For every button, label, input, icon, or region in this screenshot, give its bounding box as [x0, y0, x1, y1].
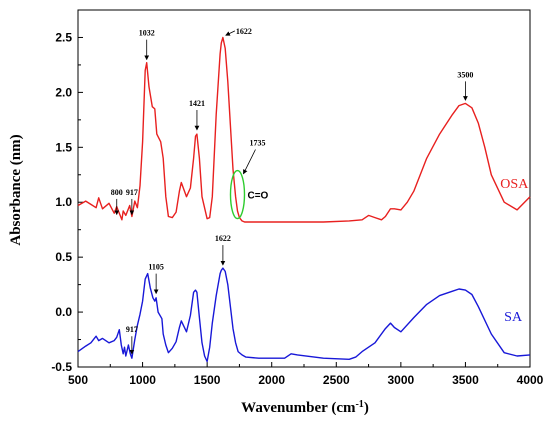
annotation-label: 1622 — [236, 27, 252, 36]
y-axis-title: Absorbance (nm) — [8, 134, 24, 245]
annotation-label: 1622 — [215, 234, 231, 243]
x-axis-title-close: ) — [364, 400, 369, 416]
y-tick-label: 2.0 — [55, 85, 72, 99]
annotation-label: 1105 — [148, 263, 164, 272]
annotation-label: 917 — [126, 325, 138, 334]
carbonyl-label: C=O — [247, 191, 268, 202]
x-tick-label: 4000 — [517, 373, 544, 387]
x-axis-title-sup: -1 — [355, 399, 363, 410]
annotation-label: 3500 — [457, 70, 473, 79]
annotation-arrow — [225, 30, 236, 36]
series-label-osa: OSA — [500, 177, 529, 192]
series-label-sa: SA — [504, 310, 523, 325]
x-tick-label: 500 — [68, 373, 88, 387]
x-tick-label: 1000 — [129, 373, 156, 387]
series-line-osa — [77, 36, 531, 223]
annotation-label: 1421 — [189, 99, 205, 108]
plot-frame — [77, 9, 531, 368]
y-tick-label: 0.0 — [55, 305, 72, 319]
annotation-label: 800 — [111, 188, 123, 197]
x-tick-label: 3500 — [452, 373, 479, 387]
carbonyl-ellipse — [229, 169, 246, 220]
y-tick-label: 1.0 — [55, 195, 72, 209]
series-line-sa — [77, 267, 531, 363]
y-tick-label: -0.5 — [51, 360, 72, 374]
y-tick-label: 0.5 — [55, 250, 72, 264]
x-tick-label: 1500 — [194, 373, 221, 387]
x-axis-title: Wavenumber (cm-1) — [241, 399, 369, 417]
x-tick-label: 2000 — [258, 373, 285, 387]
x-tick-label: 2500 — [323, 373, 350, 387]
annotation-label: 1032 — [139, 29, 155, 38]
x-axis-title-main: Wavenumber (cm — [241, 400, 356, 416]
x-tick-label: 3000 — [388, 373, 415, 387]
plot-area: 500 1000 1500 2000 2500 3000 3500 4000 -0.5 0.0 0.… — [51, 9, 544, 387]
annotation-label: 917 — [126, 188, 138, 197]
annotation-arrow — [243, 149, 256, 175]
annotation-label: 1735 — [249, 139, 265, 148]
y-tick-label: 2.5 — [55, 30, 72, 44]
y-tick-label: 1.5 — [55, 140, 72, 154]
